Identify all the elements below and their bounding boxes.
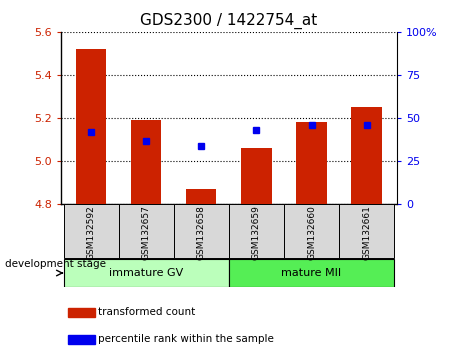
Bar	[68, 335, 95, 344]
Bar	[186, 189, 216, 204]
Bar	[131, 120, 161, 204]
Text: mature MII: mature MII	[281, 268, 341, 278]
Text: GSM132661: GSM132661	[362, 205, 371, 260]
Bar	[68, 308, 95, 317]
Bar	[339, 204, 394, 258]
Bar	[229, 259, 394, 287]
Text: transformed count: transformed count	[98, 307, 195, 317]
Text: GSM132660: GSM132660	[307, 205, 316, 260]
Bar	[119, 204, 174, 258]
Bar	[296, 122, 327, 204]
Text: GSM132659: GSM132659	[252, 205, 261, 260]
Text: percentile rank within the sample: percentile rank within the sample	[98, 334, 274, 344]
Bar	[76, 49, 106, 204]
Bar	[229, 204, 284, 258]
Text: GSM132658: GSM132658	[197, 205, 206, 260]
Title: GDS2300 / 1422754_at: GDS2300 / 1422754_at	[140, 13, 318, 29]
Bar	[351, 107, 382, 204]
Text: immature GV: immature GV	[109, 268, 184, 278]
Bar	[284, 204, 339, 258]
Bar	[174, 204, 229, 258]
Text: GSM132592: GSM132592	[87, 205, 96, 260]
Bar	[64, 259, 229, 287]
Bar	[241, 148, 272, 204]
Text: development stage: development stage	[5, 259, 106, 269]
Bar	[64, 204, 119, 258]
Text: GSM132657: GSM132657	[142, 205, 151, 260]
